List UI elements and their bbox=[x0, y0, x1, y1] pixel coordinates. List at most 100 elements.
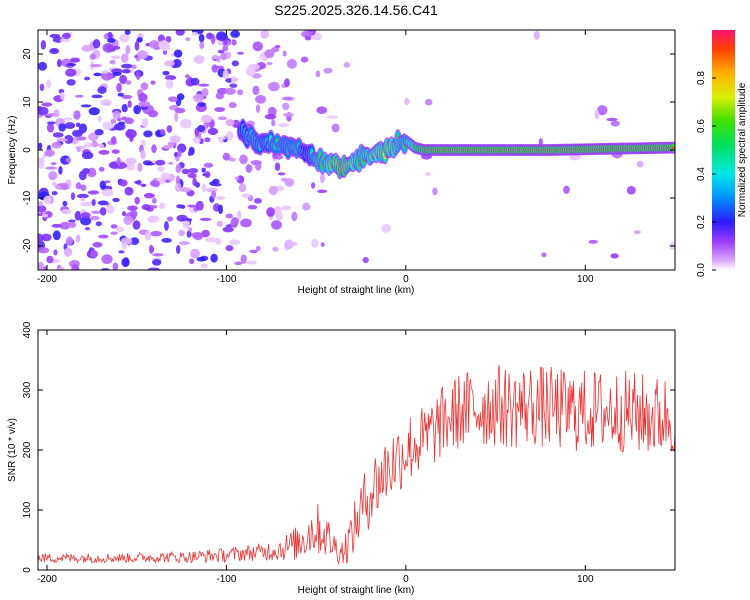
colorbar-ticks: 0.0 0.2 0.4 0.6 0.8 bbox=[696, 71, 716, 277]
spectral-speckle bbox=[75, 234, 81, 243]
spectral-speckle bbox=[193, 55, 205, 64]
spectral-speckle bbox=[71, 264, 80, 270]
spectral-speckle bbox=[255, 245, 261, 251]
spectral-speckle bbox=[64, 134, 74, 144]
spectral-speckle bbox=[311, 238, 319, 248]
spectral-speckle bbox=[107, 37, 116, 43]
spectral-speckle bbox=[60, 92, 65, 101]
spectral-speckle bbox=[533, 30, 540, 40]
x-tick-label: -100 bbox=[216, 574, 236, 585]
spectral-speckle bbox=[67, 219, 76, 223]
spectral-speckle bbox=[255, 104, 261, 113]
spectral-speckle bbox=[111, 149, 120, 154]
spectral-speckle bbox=[274, 44, 281, 49]
spectral-speckle bbox=[135, 71, 141, 80]
spectral-speckle bbox=[241, 193, 251, 199]
snr-x-label: Height of straight line (km) bbox=[298, 585, 415, 596]
spectral-speckle bbox=[538, 138, 543, 146]
spectral-speckle bbox=[281, 205, 292, 211]
spectral-speckle bbox=[61, 32, 72, 39]
spectral-speckle bbox=[59, 221, 71, 230]
spectral-speckle bbox=[175, 244, 181, 255]
spectral-speckle bbox=[199, 217, 212, 221]
spectral-speckle bbox=[207, 127, 219, 136]
spectral-speckle bbox=[282, 102, 290, 111]
spectral-speckle bbox=[141, 204, 151, 211]
spectral-speckle bbox=[198, 83, 210, 87]
spectral-speckle bbox=[70, 192, 76, 201]
spectral-speckle bbox=[222, 226, 234, 233]
spectral-speckle bbox=[70, 58, 80, 63]
spectral-speckle bbox=[225, 119, 235, 127]
spectral-speckle bbox=[225, 213, 234, 219]
spectral-speckle bbox=[75, 182, 82, 190]
spectral-speckle bbox=[65, 236, 74, 246]
spectral-speckle bbox=[38, 142, 43, 151]
x-tick-label: -100 bbox=[216, 274, 236, 285]
spectral-speckle bbox=[119, 33, 130, 43]
spectral-speckle bbox=[636, 160, 644, 168]
spectral-speckle bbox=[250, 160, 262, 166]
spectral-speckle bbox=[43, 195, 52, 205]
spectral-speckle bbox=[237, 51, 244, 55]
spectral-speckle bbox=[137, 33, 145, 38]
y-tick-label: 200 bbox=[22, 441, 33, 458]
spectral-speckle bbox=[83, 76, 91, 81]
spectral-speckle bbox=[229, 83, 238, 88]
spectral-speckle bbox=[116, 82, 122, 93]
spectral-speckle bbox=[99, 180, 107, 189]
spectral-speckle bbox=[311, 182, 316, 189]
spectral-speckle bbox=[266, 62, 273, 66]
spectral-speckle bbox=[76, 147, 81, 153]
spectral-speckle bbox=[98, 149, 110, 155]
spectral-speckle bbox=[151, 197, 157, 204]
spectral-speckle bbox=[152, 253, 164, 257]
colorbar: 0.0 0.2 0.4 0.6 0.8 Normalized spectral ampl… bbox=[696, 30, 748, 277]
x-tick-label: -200 bbox=[37, 274, 57, 285]
spectral-speckle bbox=[176, 214, 188, 222]
spectral-speckle bbox=[136, 50, 148, 60]
spectral-speckle bbox=[44, 149, 56, 157]
spectral-speckle bbox=[102, 42, 114, 53]
spectral-speckle bbox=[268, 185, 278, 196]
spectral-speckle bbox=[125, 45, 131, 55]
colorbar-tick-label: 0.8 bbox=[696, 71, 707, 85]
spectral-speckle bbox=[424, 98, 433, 106]
spectral-speckle bbox=[277, 172, 286, 176]
snr-y-ticks: 0 100 200 300 400 bbox=[22, 321, 675, 573]
spectral-speckle bbox=[112, 110, 121, 120]
spectral-speckle bbox=[116, 156, 121, 167]
spectral-speckle bbox=[73, 110, 81, 120]
spectral-speckle bbox=[66, 79, 76, 86]
spectral-speckle bbox=[116, 226, 125, 233]
spectral-speckle bbox=[255, 94, 267, 104]
spectral-speckle bbox=[177, 150, 182, 158]
spectral-speckle bbox=[38, 205, 47, 213]
spectral-speckle bbox=[38, 247, 50, 254]
spectral-speckle bbox=[81, 44, 93, 52]
spectral-speckle bbox=[91, 198, 96, 207]
colorbar-tick-label: 0.6 bbox=[696, 119, 707, 133]
spectral-speckle bbox=[42, 213, 48, 218]
spectral-speckle bbox=[323, 67, 333, 74]
y-tick-label: 0 bbox=[22, 147, 33, 153]
spectral-speckle bbox=[124, 117, 134, 125]
spectral-speckle bbox=[38, 61, 48, 71]
spectral-speckle bbox=[164, 221, 169, 231]
spectral-speckle bbox=[217, 49, 225, 54]
spectral-speckle bbox=[175, 163, 182, 173]
spectral-speckle bbox=[300, 56, 309, 63]
spectral-speckle bbox=[229, 239, 241, 246]
spectral-speckle bbox=[161, 237, 172, 243]
spectral-speckle bbox=[84, 227, 90, 231]
spectral-speckle bbox=[120, 237, 133, 245]
spectral-speckle bbox=[268, 81, 280, 92]
y-tick-label: 300 bbox=[22, 381, 33, 398]
spectral-speckle bbox=[240, 218, 252, 228]
spectral-speckle bbox=[174, 112, 179, 122]
spectral-speckle bbox=[196, 256, 206, 262]
spectral-speckle bbox=[195, 182, 201, 188]
y-tick-label: -10 bbox=[22, 190, 33, 205]
spectral-speckle bbox=[58, 165, 63, 175]
